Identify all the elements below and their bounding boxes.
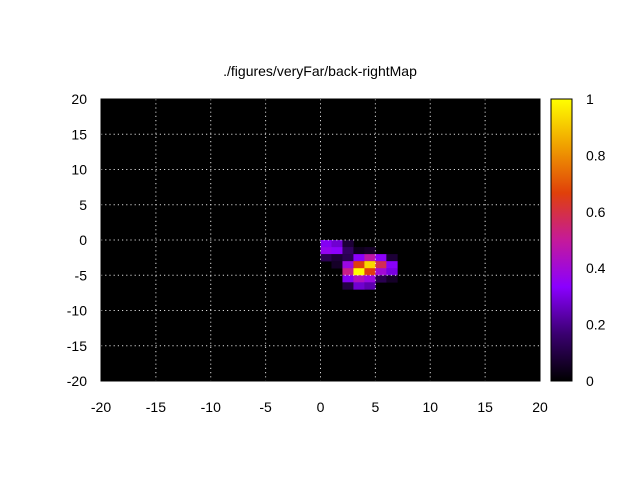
x-tick-label: -5 bbox=[259, 399, 272, 415]
heatmap-cell bbox=[364, 268, 376, 276]
x-tick-label: -15 bbox=[146, 399, 166, 415]
y-tick-label: -15 bbox=[67, 338, 87, 354]
heatmap-cell bbox=[386, 254, 398, 262]
y-tick-label: 10 bbox=[71, 162, 87, 178]
x-tick-label: 20 bbox=[532, 399, 548, 415]
heatmap-cell bbox=[364, 247, 376, 255]
heatmap-cell bbox=[386, 261, 398, 269]
y-tick-label: -20 bbox=[67, 373, 87, 389]
x-tick-label: 10 bbox=[422, 399, 438, 415]
heatmap-cell bbox=[375, 275, 387, 283]
x-axis-ticks: -20 -15 -10 -5 0 5 10 15 20 bbox=[91, 399, 548, 415]
y-tick-label: 0 bbox=[79, 232, 87, 248]
heatmap-cell bbox=[353, 254, 365, 262]
heatmap-cell bbox=[320, 240, 332, 248]
colorbar-tick-label: 1 bbox=[586, 91, 594, 107]
y-tick-label: 5 bbox=[79, 197, 87, 213]
heatmap-cell bbox=[386, 268, 398, 276]
colorbar-tick-label: 0.2 bbox=[586, 317, 606, 333]
heatmap-cell bbox=[375, 268, 387, 276]
heatmap-cell bbox=[342, 275, 354, 283]
heatmap-cell bbox=[353, 268, 365, 276]
x-tick-label: 5 bbox=[371, 399, 379, 415]
heatmap-cell bbox=[331, 247, 343, 255]
heatmap-cell bbox=[331, 254, 343, 262]
heatmap-cell bbox=[375, 254, 387, 262]
heatmap-cell bbox=[353, 282, 365, 290]
heatmap-cell bbox=[342, 247, 354, 255]
heatmap-cell bbox=[342, 261, 354, 269]
chart-title: ./figures/veryFar/back-rightMap bbox=[223, 63, 417, 79]
y-tick-label: -10 bbox=[67, 303, 87, 319]
colorbar-tick-label: 0.6 bbox=[586, 204, 606, 220]
colorbar-ticks: 0 0.2 0.4 0.6 0.8 1 bbox=[586, 91, 606, 389]
heatmap-cell bbox=[364, 282, 376, 290]
heatmap-cell bbox=[364, 275, 376, 283]
heatmap-cells bbox=[320, 240, 398, 290]
heatmap-cell bbox=[353, 247, 365, 255]
y-tick-label: -5 bbox=[75, 267, 88, 283]
heatmap-cell bbox=[375, 261, 387, 269]
heatmap-cell bbox=[342, 240, 354, 248]
colorbar-tick-label: 0.4 bbox=[586, 260, 606, 276]
colorbar-tick-label: 0.8 bbox=[586, 147, 606, 163]
x-tick-label: -20 bbox=[91, 399, 111, 415]
plot-frame bbox=[100, 98, 541, 382]
heatmap-cell bbox=[331, 240, 343, 248]
heatmap-cell bbox=[364, 254, 376, 262]
heatmap-cell bbox=[342, 268, 354, 276]
y-tick-label: 15 bbox=[71, 126, 87, 142]
x-tick-label: -10 bbox=[201, 399, 221, 415]
x-tick-label: 15 bbox=[477, 399, 493, 415]
heatmap-cell bbox=[342, 282, 354, 290]
grid-lines bbox=[101, 99, 540, 381]
colorbar-tick-label: 0 bbox=[586, 373, 594, 389]
heatmap-cell bbox=[353, 275, 365, 283]
x-tick-label: 0 bbox=[317, 399, 325, 415]
heatmap-cell bbox=[353, 261, 365, 269]
heatmap-cell bbox=[331, 261, 343, 269]
heatmap-cell bbox=[320, 254, 332, 262]
heatmap-cell bbox=[386, 275, 398, 283]
heatmap-cell bbox=[342, 254, 354, 262]
y-tick-label: 20 bbox=[71, 91, 87, 107]
heatmap-cell bbox=[320, 247, 332, 255]
heatmap-cell bbox=[364, 261, 376, 269]
y-axis-ticks: -20 -15 -10 -5 0 5 10 15 20 bbox=[67, 91, 87, 389]
colorbar bbox=[550, 98, 573, 382]
